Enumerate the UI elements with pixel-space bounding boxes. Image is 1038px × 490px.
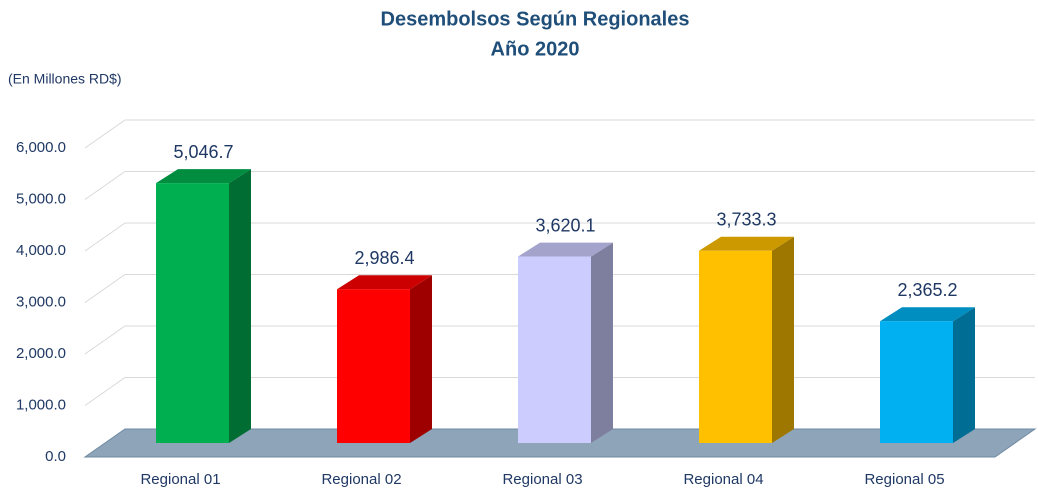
y-tick-label: 4,000.0: [16, 242, 66, 259]
bar: [699, 250, 772, 443]
bar-top: [699, 236, 794, 251]
value-label: 3,620.1: [535, 215, 595, 235]
bar: [337, 289, 410, 443]
chart-title: Desembolsos Según Regionales: [381, 8, 690, 30]
bar-side: [591, 242, 613, 443]
x-tick-label: Regional 01: [140, 471, 220, 488]
x-tick-label: Regional 04: [683, 471, 763, 488]
grid-line: [84, 222, 1035, 252]
bar: [518, 256, 591, 443]
bar-top: [156, 169, 251, 184]
y-tick-label: 0.0: [45, 448, 66, 465]
x-tick-label: Regional 02: [321, 471, 401, 488]
bar-top: [518, 242, 613, 257]
value-label: 5,046.7: [173, 142, 233, 162]
bar: [880, 321, 953, 443]
y-axis-label: (En Millones RD$): [8, 71, 122, 87]
y-tick-label: 3,000.0: [16, 293, 66, 310]
y-tick-label: 5,000.0: [16, 190, 66, 207]
y-tick-label: 6,000.0: [16, 139, 66, 156]
grid-line: [84, 171, 1035, 200]
bar-side: [229, 169, 251, 443]
bar: [156, 183, 229, 443]
value-label: 3,733.3: [716, 209, 776, 229]
grid-line: [84, 119, 1035, 149]
y-tick-label: 2,000.0: [16, 345, 66, 362]
x-tick-label: Regional 05: [864, 471, 944, 488]
value-label: 2,365.2: [897, 280, 957, 300]
y-tick-label: 1,000.0: [16, 396, 66, 413]
bar-side: [953, 307, 975, 443]
value-label: 2,986.4: [354, 248, 414, 268]
bar-top: [337, 275, 432, 290]
bar-side: [410, 275, 432, 443]
chart-subtitle: Año 2020: [491, 38, 580, 60]
bar-side: [772, 236, 794, 443]
bar-top: [880, 307, 975, 322]
x-tick-label: Regional 03: [502, 471, 582, 488]
